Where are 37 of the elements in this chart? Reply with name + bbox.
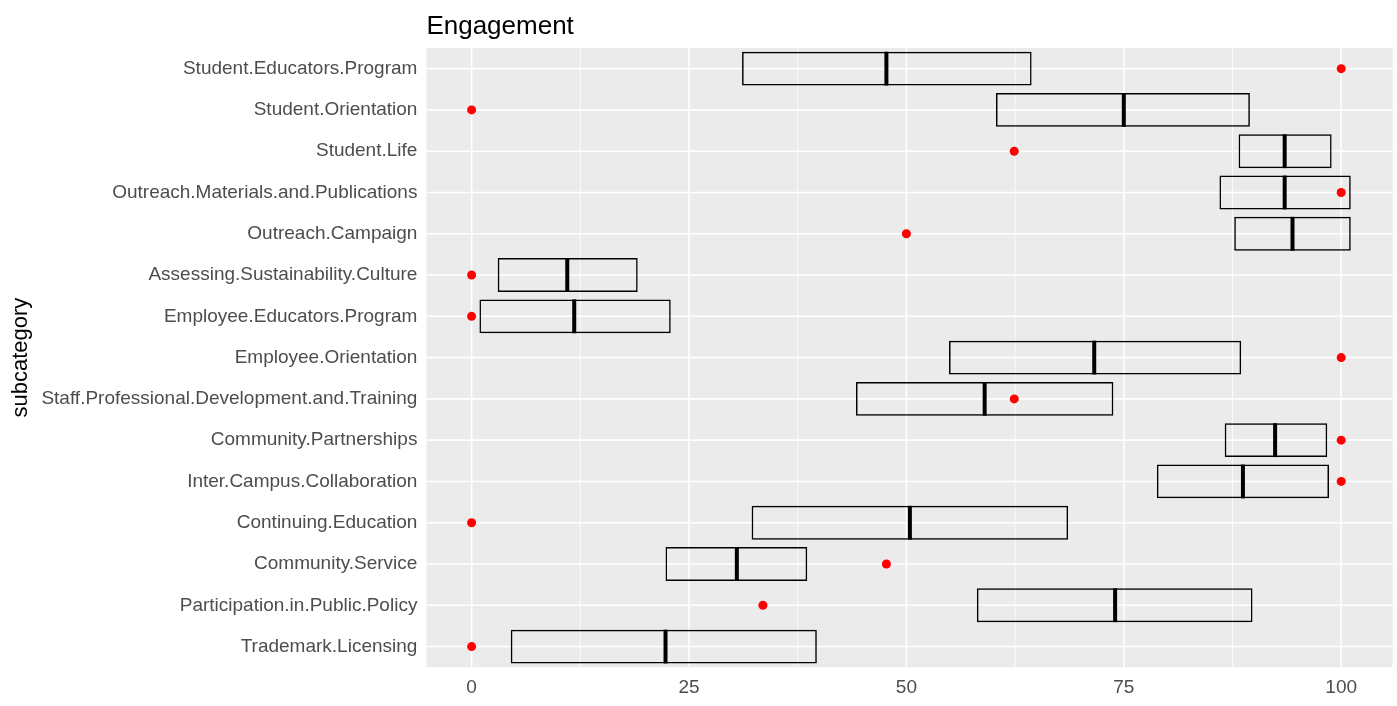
- y-tick-label: Trademark.Licensing: [240, 634, 418, 656]
- point: [881, 559, 891, 569]
- point: [467, 642, 477, 652]
- y-tick-label: Employee.Orientation: [234, 345, 418, 367]
- y-tick-label: Employee.Educators.Program: [163, 304, 418, 326]
- point: [467, 311, 477, 321]
- point: [1336, 476, 1346, 486]
- point: [467, 270, 477, 280]
- point: [1336, 187, 1346, 197]
- y-tick-label: Assessing.Sustainability.Culture: [148, 263, 418, 285]
- y-tick-label: Participation.in.Public.Policy: [179, 593, 418, 615]
- x-tick-label: 75: [1113, 675, 1135, 697]
- y-tick-label: Student.Orientation: [253, 98, 418, 120]
- point: [1009, 146, 1019, 156]
- y-tick-label: Inter.Campus.Collaboration: [187, 469, 418, 491]
- point: [1336, 64, 1346, 74]
- y-axis-title: subcategory: [7, 297, 33, 418]
- y-tick-label: Staff.Professional.Development.and.Training: [41, 387, 418, 409]
- point: [758, 600, 768, 610]
- y-tick-label: Outreach.Campaign: [247, 221, 418, 243]
- x-tick-label: 0: [466, 675, 477, 697]
- x-tick-label: 25: [678, 675, 700, 697]
- y-tick-label: Outreach.Materials.and.Publications: [112, 180, 418, 202]
- y-tick-label: Continuing.Education: [236, 510, 418, 532]
- point: [1336, 435, 1346, 445]
- y-tick-label: Student.Educators.Program: [182, 56, 418, 78]
- point: [1009, 394, 1019, 404]
- x-tick-label: 50: [895, 675, 917, 697]
- chart-title: Engagement: [426, 10, 575, 41]
- x-tick-label: 100: [1325, 675, 1358, 697]
- point: [467, 518, 477, 528]
- point: [1336, 353, 1346, 363]
- y-tick-label: Community.Partnerships: [210, 428, 418, 450]
- y-tick-label: Community.Service: [254, 552, 418, 574]
- point: [467, 105, 477, 115]
- point: [901, 229, 911, 239]
- y-tick-label: Student.Life: [315, 139, 418, 161]
